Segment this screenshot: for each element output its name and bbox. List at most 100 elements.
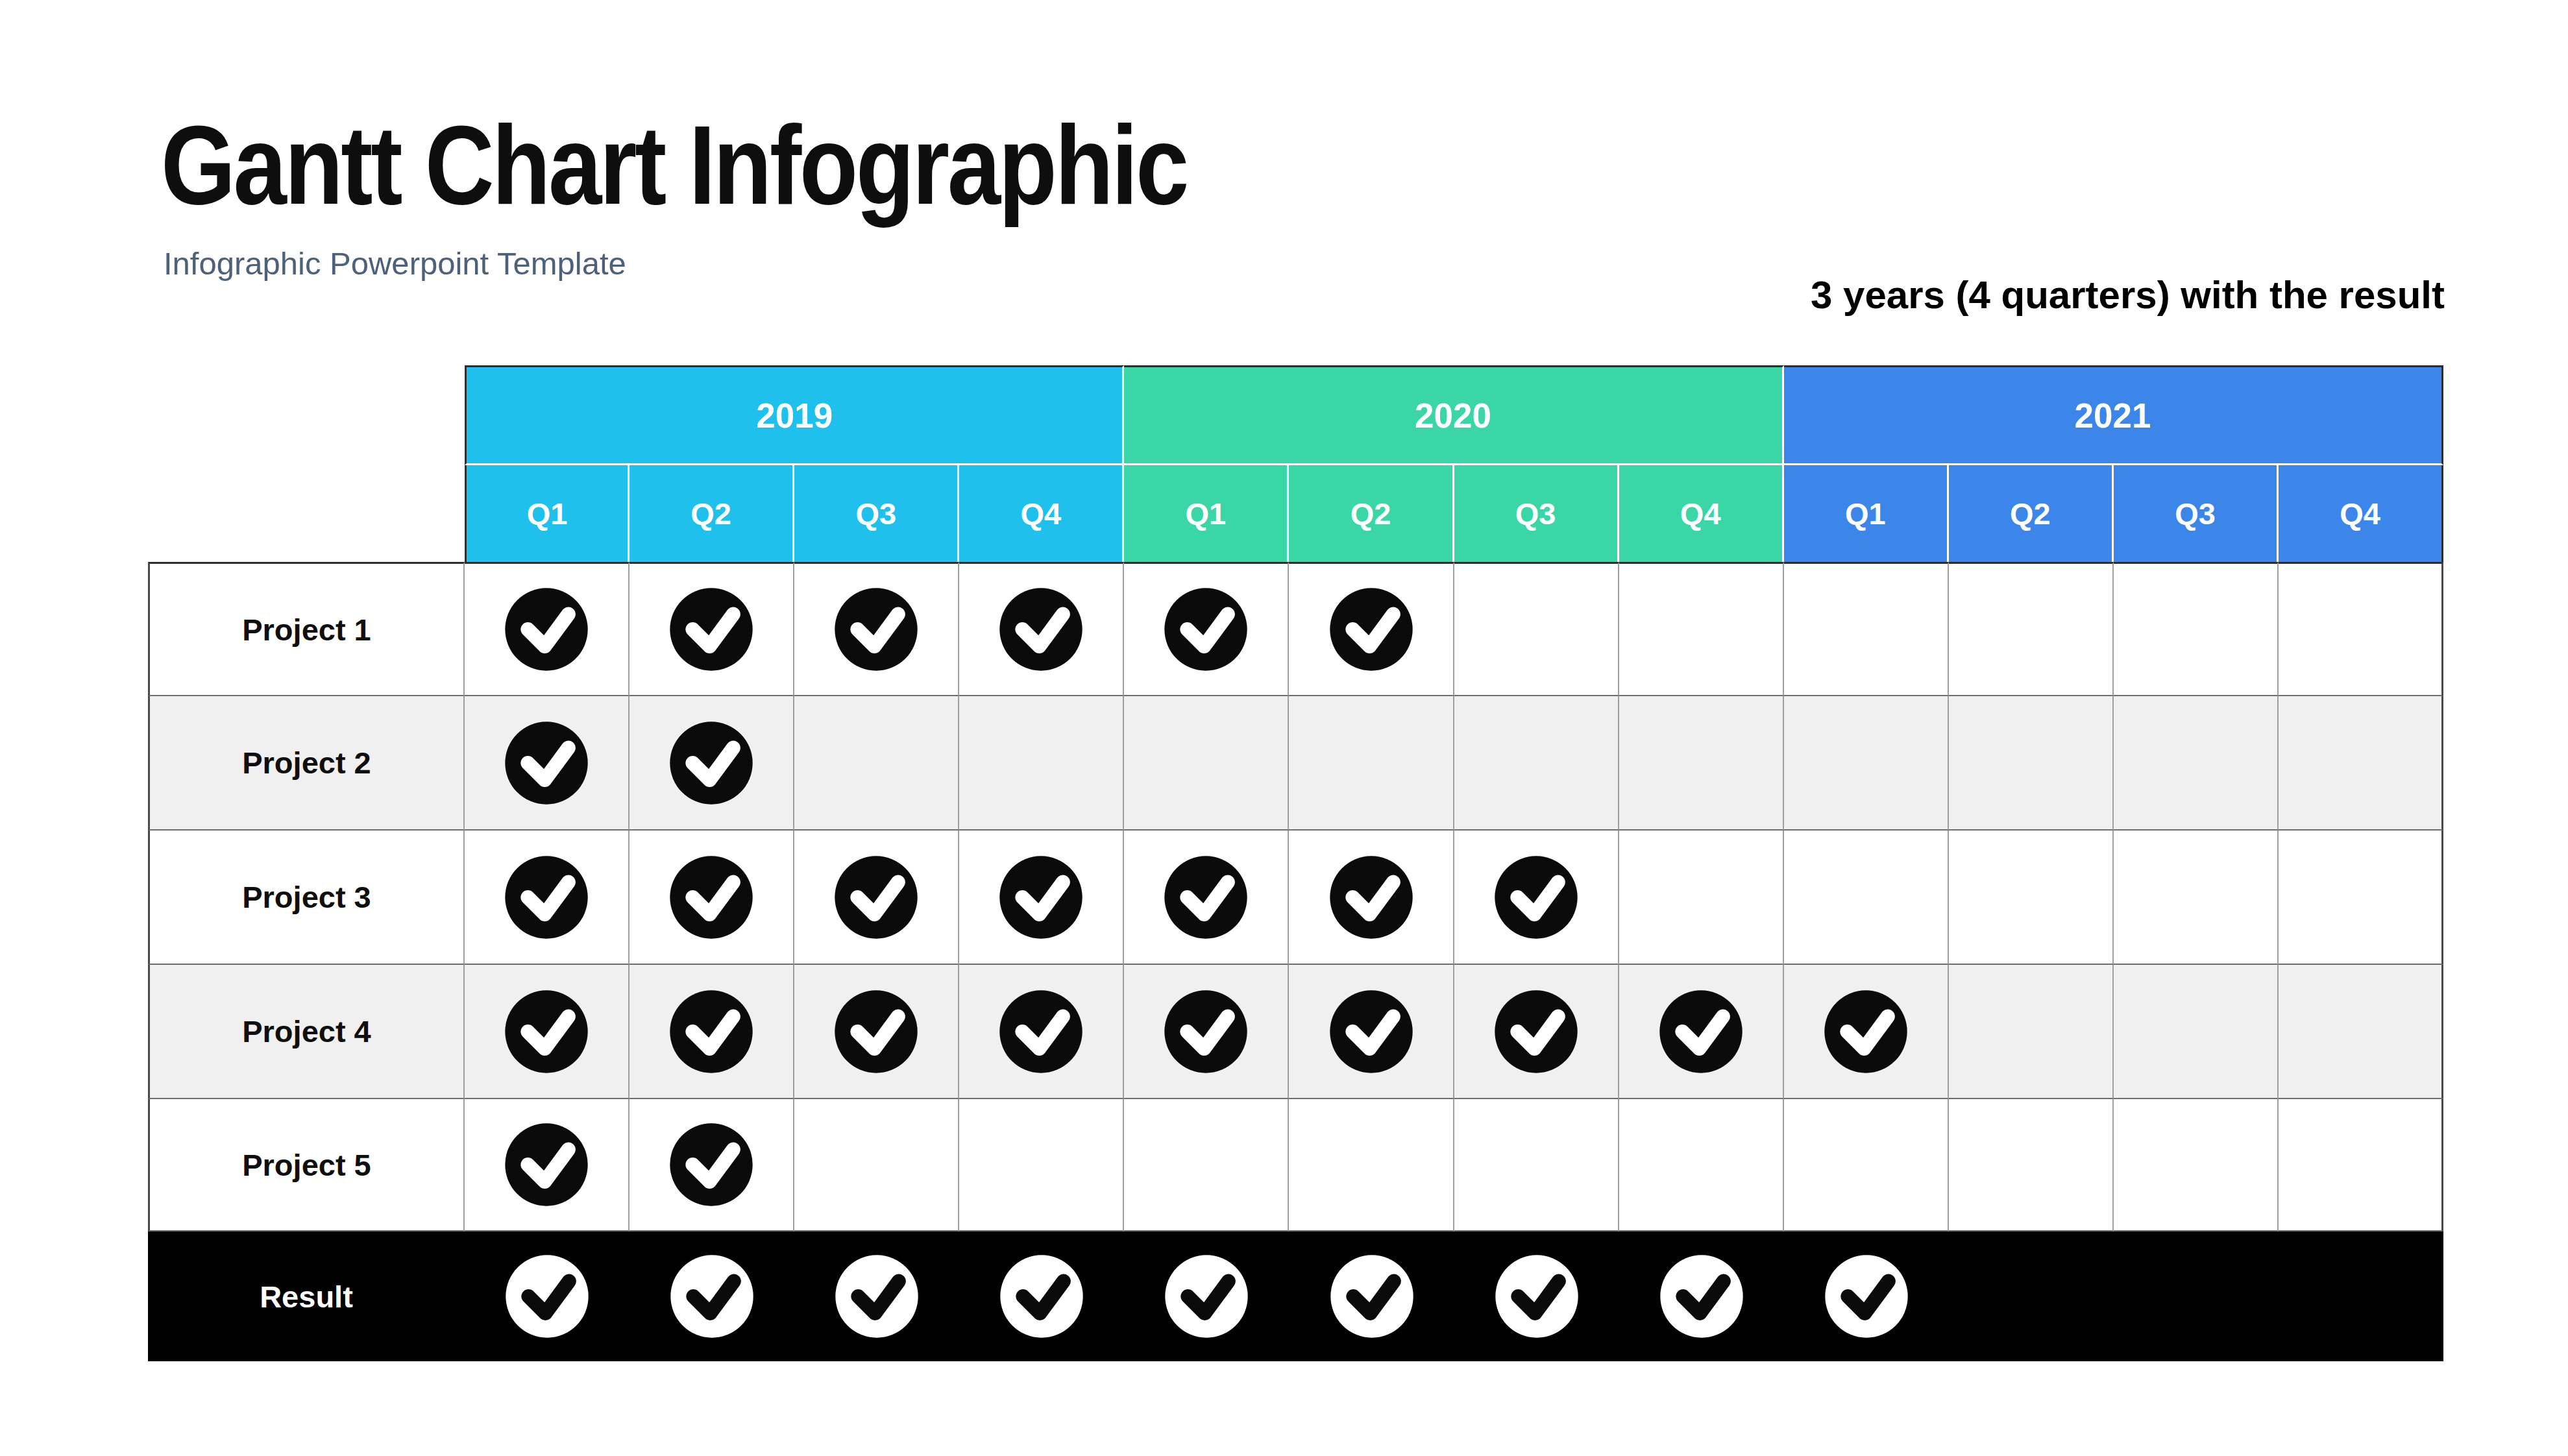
check-icon (999, 587, 1083, 672)
check-icon-inverted (1330, 1254, 1414, 1339)
quarter-label: Q2 (1351, 496, 1391, 531)
gantt-cell (465, 696, 630, 831)
gantt-cell (1949, 696, 2114, 831)
check-icon-inverted (835, 1254, 919, 1339)
gantt-cell (1949, 965, 2114, 1099)
gantt-cell (794, 696, 959, 831)
check-icon (834, 587, 918, 672)
quarter-header-2020-q2: Q2 (1289, 465, 1454, 562)
quarter-label: Q1 (1845, 496, 1886, 531)
project-row-label: Project 4 (148, 965, 465, 1099)
gantt-cell (2279, 1099, 2443, 1232)
gantt-cell (2279, 562, 2443, 696)
result-cell (1619, 1232, 1784, 1361)
gantt-cell (465, 562, 630, 696)
gantt-cell (1619, 1099, 1784, 1232)
check-icon (1164, 587, 1248, 672)
year-label: 2021 (2074, 396, 2151, 435)
table-caption: 3 years (4 quarters) with the result (1811, 273, 2445, 317)
quarter-header-2021-q2: Q2 (1949, 465, 2114, 562)
check-icon (669, 587, 753, 672)
gantt-cell (1619, 562, 1784, 696)
check-icon-inverted (1824, 1254, 1909, 1339)
gantt-cell (630, 562, 794, 696)
check-icon (669, 721, 753, 805)
quarter-label: Q4 (2340, 496, 2380, 531)
check-icon (669, 855, 753, 940)
gantt-cell (1124, 965, 1289, 1099)
gantt-cell (465, 1099, 630, 1232)
gantt-cell (630, 965, 794, 1099)
quarter-label: Q1 (527, 496, 568, 531)
gantt-cell (1949, 831, 2114, 965)
gantt-cell (1454, 965, 1619, 1099)
check-icon (1824, 989, 1908, 1074)
check-icon (504, 587, 589, 672)
page-subtitle: Infographic Powerpoint Template (164, 245, 626, 282)
gantt-cell (465, 831, 630, 965)
check-icon-inverted (1164, 1254, 1249, 1339)
check-icon (999, 855, 1083, 940)
quarter-label: Q3 (855, 496, 896, 531)
gantt-cell (1619, 965, 1784, 1099)
quarter-header-2021-q4: Q4 (2279, 465, 2443, 562)
quarter-header-2019-q3: Q3 (794, 465, 959, 562)
gantt-cell (1949, 562, 2114, 696)
project-row-label: Project 1 (148, 562, 465, 696)
check-icon (504, 721, 589, 805)
project-row-label: Project 5 (148, 1099, 465, 1232)
check-icon (1659, 989, 1743, 1074)
gantt-cell (2114, 696, 2279, 831)
gantt-cell (1454, 1099, 1619, 1232)
check-icon-inverted (505, 1254, 589, 1339)
gantt-cell (959, 965, 1124, 1099)
project-label: Project 1 (242, 612, 371, 648)
quarter-label: Q4 (1680, 496, 1721, 531)
result-cell (1124, 1232, 1289, 1361)
gantt-cell (2114, 831, 2279, 965)
quarter-header-2021-q3: Q3 (2114, 465, 2279, 562)
result-cell (794, 1232, 959, 1361)
gantt-cell (959, 831, 1124, 965)
result-cell (959, 1232, 1124, 1361)
gantt-cell (2279, 696, 2443, 831)
quarter-label: Q3 (2175, 496, 2216, 531)
gantt-cell (1619, 831, 1784, 965)
check-icon-inverted (999, 1254, 1084, 1339)
project-row-label: Project 2 (148, 696, 465, 831)
gantt-cell (1619, 696, 1784, 831)
project-label: Project 2 (242, 745, 371, 781)
gantt-cell (1124, 831, 1289, 965)
check-icon-inverted (670, 1254, 754, 1339)
result-cell (1784, 1232, 1949, 1361)
project-row-label: Project 3 (148, 831, 465, 965)
check-icon (1329, 587, 1413, 672)
quarter-header-2021-q1: Q1 (1784, 465, 1949, 562)
gantt-cell (630, 1099, 794, 1232)
result-cell (2114, 1232, 2279, 1361)
result-cell (1289, 1232, 1454, 1361)
project-label: Project 3 (242, 879, 371, 915)
check-icon (669, 1122, 753, 1207)
gantt-table: 201920202021Q1Q2Q3Q4Q1Q2Q3Q4Q1Q2Q3Q4Proj… (148, 365, 2443, 1361)
quarter-label: Q4 (1020, 496, 1061, 531)
gantt-cell (1454, 562, 1619, 696)
check-icon-inverted (1659, 1254, 1744, 1339)
check-icon (1329, 855, 1413, 940)
gantt-cell (1784, 1099, 1949, 1232)
gantt-cell (2114, 562, 2279, 696)
project-label: Project 4 (242, 1013, 371, 1049)
result-cell (2279, 1232, 2443, 1361)
gantt-cell (2114, 1099, 2279, 1232)
check-icon (999, 989, 1083, 1074)
gantt-cell (1124, 1099, 1289, 1232)
gantt-cell (959, 562, 1124, 696)
result-label: Result (260, 1279, 353, 1315)
gantt-cell (1784, 965, 1949, 1099)
gantt-cell (2279, 965, 2443, 1099)
quarter-header-2019-q2: Q2 (630, 465, 794, 562)
quarter-header-2020-q3: Q3 (1454, 465, 1619, 562)
gantt-cell (2279, 831, 2443, 965)
gantt-cell (1949, 1099, 2114, 1232)
gantt-cell (1124, 562, 1289, 696)
